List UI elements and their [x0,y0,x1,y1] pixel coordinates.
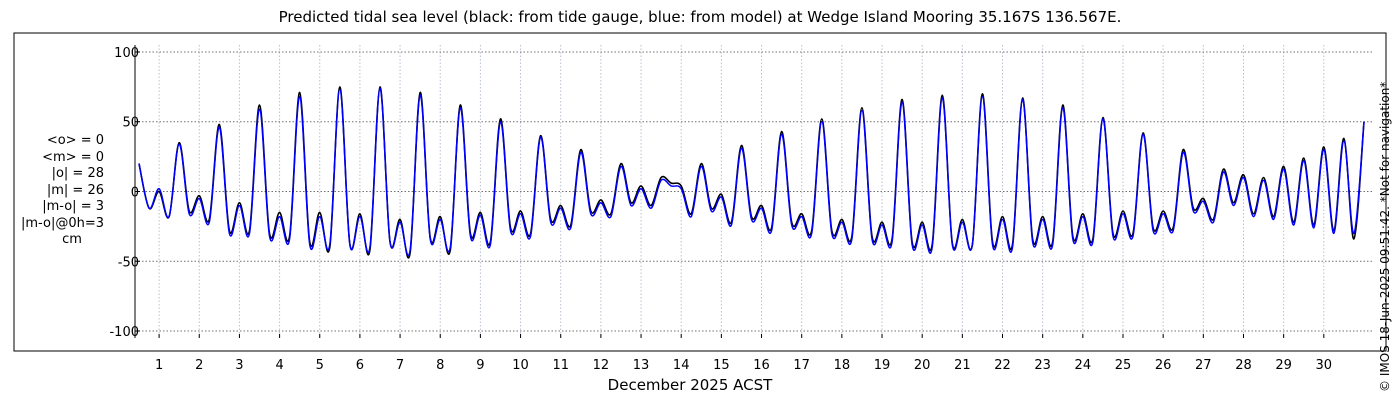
x-axis-label: December 2025 ACST [607,376,773,394]
series-model-line [138,87,1365,257]
stat-abs-model: |m| = 26 [46,182,104,198]
axes: 1 2 3 4 5 6 7 8 9 10 11 12 13 14 15 16 17 18 19 20 21 22 23 24 2… [109,45,1332,373]
x-tick-label: 28 [1235,358,1252,373]
x-tick-label: 20 [914,358,931,373]
x-tick-label: 23 [1034,358,1051,373]
y-tick-label: 100 [114,46,139,61]
stat-abs-observed: |o| = 28 [51,166,104,181]
stat-unit: cm [62,232,82,247]
y-tick-label: -50 [118,255,139,270]
x-tick-label: 26 [1155,358,1172,373]
y-tick-label: 50 [122,116,139,131]
x-tick-label: 11 [552,358,569,373]
x-tick-label: 15 [713,358,730,373]
x-tick-label: 22 [994,358,1011,373]
plot-frame [13,32,1387,352]
x-tick-label: 27 [1195,358,1212,373]
y-tick-label: -100 [109,325,139,340]
stats-panel: <o> = 0 <m> = 0 |o| = 28 |m| = 26 |m-o| … [18,133,104,249]
x-tick-label: 6 [356,358,364,373]
x-tick-label: 2 [195,358,203,373]
x-tick-label: 10 [512,358,529,373]
x-tick-label: 16 [753,358,770,373]
x-tick-label: 17 [793,358,810,373]
x-tick-label: 4 [275,358,283,373]
stat-abs-difference-0h: |m-o|@0h=3 [21,215,104,231]
series-layer [138,86,1365,259]
x-tick-label: 21 [954,358,971,373]
x-tick-label: 19 [874,358,891,373]
x-tick-label: 18 [834,358,851,373]
chart-title: Predicted tidal sea level (black: from t… [278,8,1122,26]
x-tick-label: 7 [396,358,404,373]
stat-mean-observed: <o> = 0 [46,133,104,148]
copyright-footer: © IMOS 18-Jun-2025 09:51:42. *Not for na… [1378,81,1392,392]
x-tick-label: 13 [633,358,650,373]
x-tick-label: 9 [476,358,484,373]
stat-mean-model: <m> = 0 [42,149,104,165]
x-tick-label: 29 [1275,358,1292,373]
x-tick-label: 1 [155,358,163,373]
x-tick-label: 3 [235,358,243,373]
x-tick-label: 25 [1115,358,1132,373]
grid [135,45,1372,338]
x-tick-label: 30 [1316,358,1333,373]
x-tick-label: 12 [593,358,610,373]
x-tick-label: 8 [436,358,444,373]
x-tick-label: 5 [316,358,324,373]
x-tick-label: 14 [673,358,690,373]
x-tick-label: 24 [1075,358,1092,373]
stat-abs-difference: |m-o| = 3 [42,199,104,214]
